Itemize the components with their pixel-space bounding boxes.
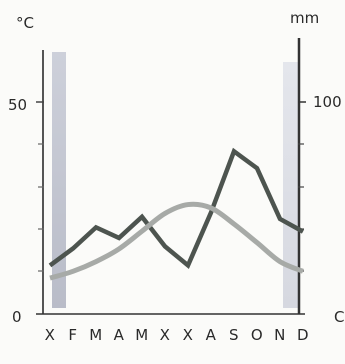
shaded-band-right (283, 62, 299, 308)
month-label-0: X (45, 326, 56, 344)
left-tick-label-50: 50 (8, 96, 27, 114)
month-label-4: M (135, 326, 148, 344)
left-axis-unit: °C (16, 14, 34, 32)
left-tick-label-0: 0 (12, 308, 22, 326)
month-label-5: X (160, 326, 171, 344)
month-label-8: S (229, 326, 239, 344)
shaded-band-left (52, 52, 66, 308)
month-label-10: N (274, 326, 286, 344)
month-label-3: A (114, 326, 125, 344)
month-label-9: O (251, 326, 263, 344)
right-axis-unit: mm (290, 9, 319, 27)
month-label-6: X (183, 326, 194, 344)
series-layer (48, 147, 305, 281)
right-tick-label-partial: C (334, 308, 344, 326)
temperature-series-line (49, 201, 304, 281)
precipitation-series-line (48, 147, 305, 270)
right-tick-label-100: 100 (313, 93, 342, 111)
month-label-11: D (297, 326, 309, 344)
month-label-2: M (89, 326, 102, 344)
month-label-1: F (68, 326, 77, 344)
month-label-7: A (206, 326, 217, 344)
